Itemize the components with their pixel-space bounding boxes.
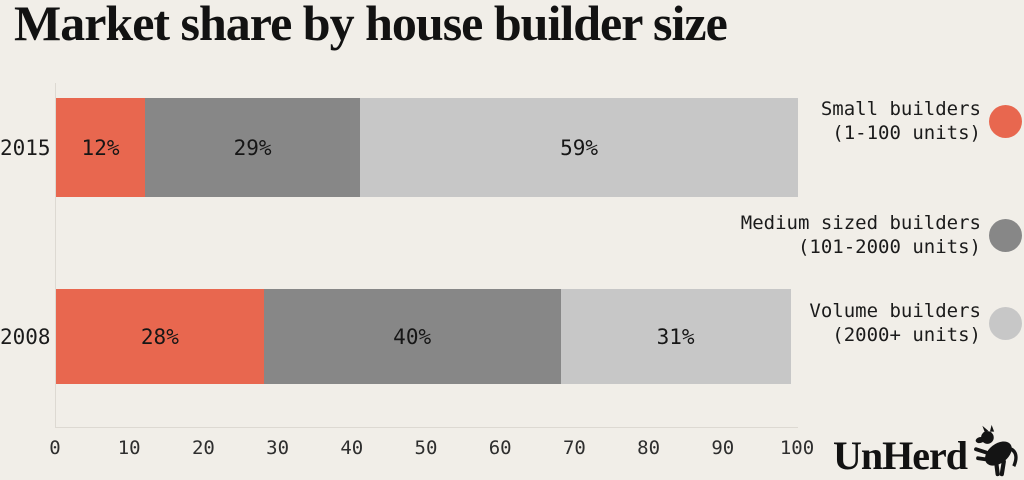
bar-segment-label: 29% [233,135,272,160]
y-axis-line [55,83,56,428]
legend-color-dot [989,104,1022,138]
legend-color-dot [989,306,1022,340]
x-tick-label: 70 [562,437,586,459]
bar-segment-label: 40% [393,324,432,349]
x-tick-label: 10 [117,437,141,459]
bar-segment: 28% [56,289,264,384]
x-tick-label: 100 [779,437,815,459]
brand-logo-text: UnHerd [833,433,968,478]
brand-logo: UnHerd [833,424,1022,478]
legend-item: Small builders (1-100 units) [821,97,1022,145]
legend-item: Volume builders (2000+ units) [809,299,1022,347]
legend-label: Medium sized builders (101-2000 units) [740,212,981,258]
category-label: 2015 [0,135,51,160]
legend-label: Small builders (1-100 units) [820,98,981,144]
bar-segment-label: 31% [656,324,695,349]
category-label: 2008 [0,324,51,349]
x-tick-label: 50 [414,437,438,459]
x-tick-label: 80 [637,437,661,459]
bar-segment: 12% [56,98,146,197]
x-tick-label: 60 [488,437,512,459]
legend: Small builders (1-100 units) Medium sized … [741,0,1024,400]
legend-label: Volume builders (2000+ units) [809,300,981,346]
rearing-cow-icon [974,424,1018,477]
x-tick-label: 30 [266,437,290,459]
x-tick-label: 20 [191,437,215,459]
bar-segment: 31% [560,289,791,384]
bar-segment: 40% [263,289,561,384]
legend-item: Medium sized builders (101-2000 units) [741,211,1022,259]
bar-row-2015: 12% 29% 59% [56,98,798,197]
bar-segment-label: 59% [560,135,599,160]
x-axis-line [55,427,798,428]
x-tick-label: 90 [711,437,735,459]
x-tick-label: 0 [49,437,61,459]
bar-segment-label: 12% [81,135,120,160]
chart-title: Market share by house builder size [14,0,728,51]
legend-color-dot [989,218,1022,252]
x-tick-label: 40 [340,437,364,459]
bar-row-2008: 28% 40% 31% [56,289,798,384]
bar-segment-label: 28% [140,324,179,349]
bar-segment: 29% [145,98,361,197]
bar-segment: 59% [360,98,798,197]
x-axis-ticks: 0 10 20 30 40 50 60 70 80 90 100 [0,437,1024,461]
